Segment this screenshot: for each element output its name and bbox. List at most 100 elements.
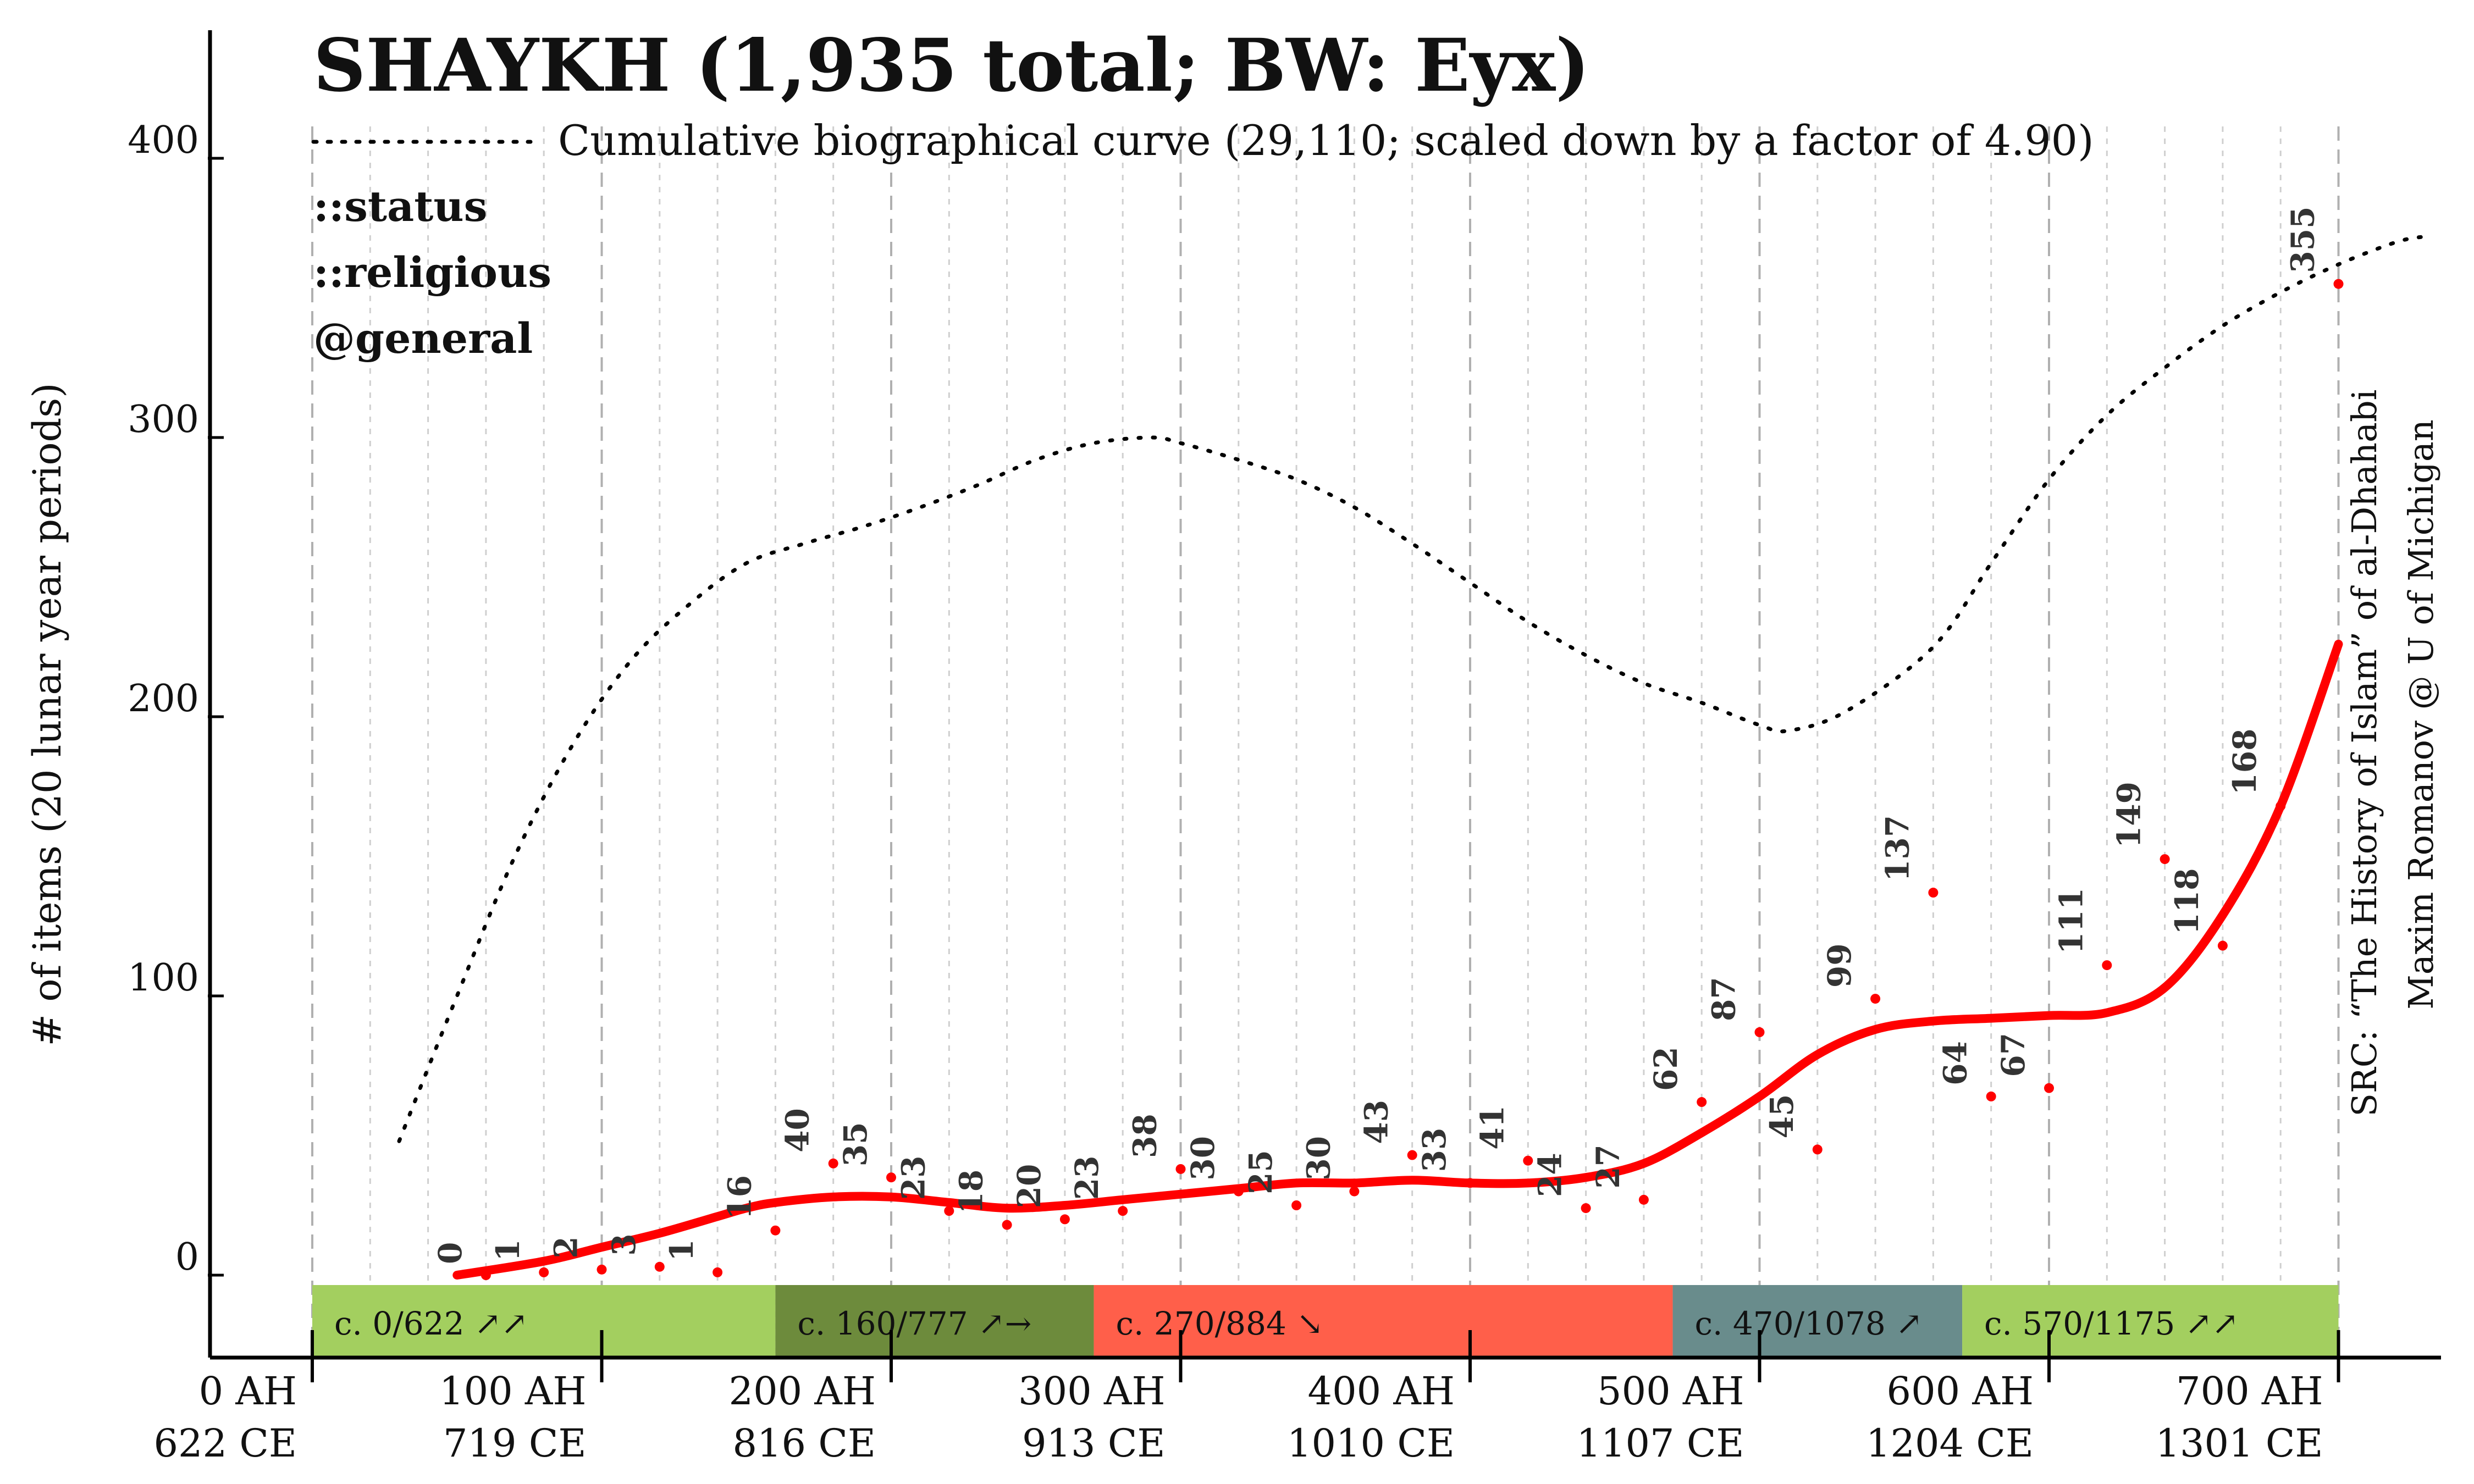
data-point: [1928, 888, 1939, 898]
data-point: [770, 1225, 781, 1236]
y-axis-label: # of items (20 lunar year periods): [25, 383, 70, 1046]
data-point: [1349, 1186, 1360, 1197]
data-label: 355: [2284, 207, 2322, 273]
data-point: [1754, 1027, 1765, 1038]
data-label: 111: [2052, 888, 2090, 954]
data-label: 23: [1068, 1155, 1106, 1200]
legend-dotted-label: Cumulative biographical curve (29,110; s…: [558, 116, 2094, 165]
x-tick-label-ah: 300 AH: [1018, 1369, 1165, 1414]
data-point: [1581, 1203, 1591, 1214]
period-label: c. 0/622 ↗↗: [334, 1305, 528, 1342]
x-tick-label-ah: 700 AH: [2176, 1369, 2323, 1414]
data-label: 25: [1242, 1150, 1279, 1194]
data-point: [828, 1158, 838, 1169]
data-label: 23: [894, 1155, 932, 1200]
x-tick-label-ce: 1010 CE: [1287, 1421, 1455, 1466]
x-tick-label-ah: 600 AH: [1887, 1369, 2034, 1414]
data-point: [1291, 1200, 1302, 1210]
data-label: 18: [953, 1170, 990, 1214]
data-point: [1812, 1144, 1823, 1155]
source-line-1: SRC: “The History of Islam” of al-Dhahab…: [2344, 390, 2384, 1117]
data-label: 33: [1416, 1128, 1453, 1172]
y-tick-label: 0: [175, 1236, 199, 1279]
data-label: 27: [1589, 1144, 1627, 1189]
trend-line: [452, 639, 2343, 1280]
data-label: 2: [548, 1236, 585, 1258]
data-label: 40: [779, 1108, 816, 1153]
data-label: 35: [837, 1122, 874, 1166]
data-point: [1465, 1178, 1475, 1188]
data-label: 30: [1300, 1136, 1337, 1181]
data-point: [1870, 994, 1881, 1004]
period-label: c. 470/1078 ↗: [1695, 1305, 1923, 1342]
tag-religious: ::religious: [313, 248, 551, 297]
period-label: c. 160/777 ↗→: [797, 1305, 1031, 1342]
tag-general: @general: [313, 314, 533, 363]
data-label: 149: [2111, 782, 2148, 848]
data-point: [2276, 801, 2286, 811]
period-label: c. 270/884 ↘: [1116, 1305, 1323, 1342]
y-tick-label: 300: [128, 398, 199, 441]
data-point: [713, 1267, 723, 1277]
data-point: [481, 1270, 491, 1280]
data-label: 137: [1879, 815, 1916, 882]
y-tick-label: 400: [128, 119, 199, 162]
x-tick-label-ah: 0 AH: [199, 1369, 297, 1414]
data-label: 62: [1647, 1046, 1685, 1091]
data-point: [2102, 960, 2112, 971]
data-point: [539, 1267, 549, 1277]
data-label: 3: [605, 1233, 643, 1255]
cumulative-curve-line: [397, 234, 2427, 1143]
data-point: [1986, 1091, 1996, 1101]
x-tick-label-ah: 100 AH: [439, 1369, 586, 1414]
data-point: [1059, 1214, 1070, 1225]
data-label: 87: [1705, 977, 1743, 1021]
data-label: 99: [1821, 943, 1858, 988]
data-label: 30: [1184, 1136, 1222, 1181]
tag-status: ::status: [313, 182, 487, 231]
x-tick-label-ce: 1204 CE: [1866, 1421, 2034, 1466]
data-point: [2160, 854, 2170, 865]
series-layer: [397, 234, 2427, 1280]
x-tick-label-ah: 500 AH: [1597, 1369, 1744, 1414]
data-label: 1: [489, 1239, 527, 1261]
data-point: [597, 1264, 607, 1275]
data-point: [1002, 1220, 1012, 1230]
period-band: [312, 1285, 776, 1359]
x-tick-label-ce: 1301 CE: [2155, 1421, 2323, 1466]
x-tick-label-ce: 719 CE: [443, 1421, 587, 1466]
period-band: [775, 1285, 1094, 1359]
period-band: [1962, 1285, 2339, 1359]
data-label: 1: [663, 1239, 700, 1261]
data-point: [2333, 279, 2344, 289]
y-tick-label: 100: [128, 956, 199, 1000]
source-line-2: Maxim Romanov @ U of Michigan: [2401, 419, 2441, 1010]
data-point: [654, 1261, 665, 1272]
data-label: 20: [1010, 1164, 1048, 1209]
period-layer: c. 0/622 ↗↗ c. 160/777 ↗→ c. 270/884 ↘ c. 4…: [312, 1285, 2339, 1359]
period-band: [1094, 1285, 1673, 1359]
x-tick-label-ce: 622 CE: [153, 1421, 297, 1466]
chart-title: SHAYKH (1,935 total; BW: Eyx): [313, 23, 1590, 108]
data-label: 0: [432, 1242, 469, 1264]
data-label: 43: [1358, 1100, 1395, 1144]
data-point: [1523, 1155, 1533, 1166]
data-label: 38: [1126, 1114, 1164, 1158]
data-point: [1638, 1194, 1649, 1205]
data-label: 24: [1532, 1153, 1569, 1197]
data-point: [1233, 1186, 1244, 1197]
y-tick-label: 200: [128, 677, 199, 721]
x-tick-label-ah: 400 AH: [1308, 1369, 1455, 1414]
x-tick-label-ce: 816 CE: [732, 1421, 876, 1466]
data-point: [886, 1172, 896, 1183]
x-tick-label-ah: 200 AH: [729, 1369, 876, 1414]
data-label: 67: [1995, 1033, 2032, 1077]
data-label: 64: [1937, 1041, 1974, 1086]
data-point: [1697, 1097, 1707, 1108]
data-point: [1118, 1206, 1128, 1216]
grid-layer: [311, 126, 2340, 1358]
data-point: [1175, 1164, 1186, 1174]
period-band: [1672, 1285, 1963, 1359]
